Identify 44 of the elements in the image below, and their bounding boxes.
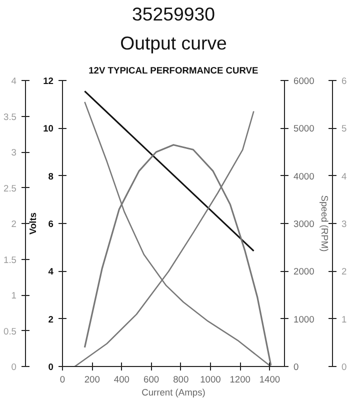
- y2-tick-label: 5000: [294, 124, 314, 134]
- x-tick-label: 800: [173, 374, 189, 384]
- y-tick-label: 0: [48, 362, 54, 372]
- y2-tick-label: 2000: [294, 266, 314, 277]
- text: 1: [342, 314, 347, 324]
- text: 2: [342, 266, 347, 277]
- y2-tick-label: 6000: [294, 76, 314, 86]
- text: 3: [342, 219, 347, 229]
- y-tick-label: 6: [48, 219, 54, 229]
- x-axis-title: Current (Amps): [142, 388, 206, 398]
- text: 12V TYPICAL PERFORMANCE CURVE: [88, 66, 258, 76]
- text: 0: [342, 362, 347, 372]
- y3-tick-label: 3.5: [4, 112, 16, 122]
- y3-tick-label: 1: [11, 290, 17, 300]
- text: 5: [342, 124, 347, 134]
- y3-tick-label: 1.5: [4, 254, 16, 265]
- x-tick-label: 1400: [259, 374, 280, 384]
- y-tick-label: 4: [48, 266, 54, 277]
- chart-subtitle: Output curve: [120, 32, 227, 54]
- x-tick-label: 600: [144, 374, 160, 384]
- y2-tick-label: 4000: [294, 171, 314, 182]
- y2-tick-label: 0: [294, 362, 299, 372]
- x-tick-label: 400: [114, 374, 130, 384]
- y3-tick-label: 0: [11, 362, 17, 372]
- x-tick-label: 1000: [200, 374, 221, 384]
- y-tick-label: 2: [48, 314, 54, 324]
- y2-tick-label: 3000: [294, 219, 314, 229]
- y3-tick-label: 2: [11, 219, 17, 229]
- y-tick-label: 8: [48, 171, 54, 182]
- text: 4: [342, 171, 347, 182]
- y-tick-label: 12: [43, 76, 54, 86]
- y-tick-label: 10: [43, 124, 54, 134]
- x-tick-label: 200: [84, 374, 100, 384]
- x-tick-label: 1200: [230, 374, 250, 384]
- y3-tick-label: 0.5: [4, 326, 16, 336]
- x-tick-label: 0: [60, 374, 66, 384]
- y-axis-title: Volts: [28, 212, 38, 235]
- text: 6: [342, 76, 347, 86]
- y2-tick-label: 1000: [294, 314, 314, 324]
- y3-tick-label: 3: [11, 148, 17, 158]
- y3-tick-label: 4: [11, 76, 17, 86]
- y2-axis-title: Speed (RPM): [319, 195, 330, 252]
- chart-title: 35259930: [132, 4, 216, 24]
- y3-tick-label: 2.5: [4, 183, 16, 194]
